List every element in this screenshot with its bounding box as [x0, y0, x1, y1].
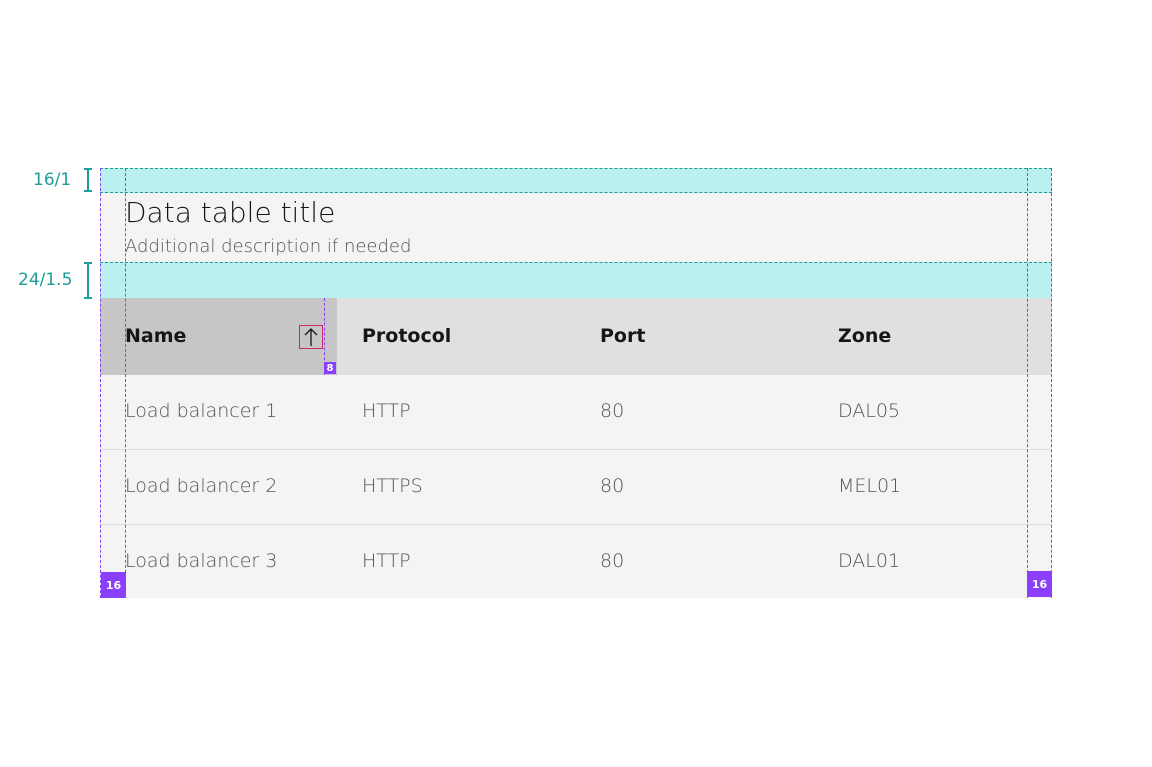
cell-name: Load balancer 2: [125, 475, 278, 497]
cell-protocol: HTTPS: [362, 475, 423, 497]
cell-zone: DAL05: [838, 400, 901, 422]
cell-zone: MEL01: [838, 475, 902, 497]
title-spacing-band: [100, 262, 1052, 299]
sort-button[interactable]: [299, 325, 323, 349]
cell-port: 80: [600, 475, 625, 497]
guide-line-right-edge: [1051, 168, 1052, 598]
table-row: [100, 450, 1052, 525]
sort-padding-badge: 8: [324, 362, 336, 374]
title-spacing-label: 24/1.5: [18, 270, 73, 290]
table-row: [100, 375, 1052, 450]
cell-name: Load balancer 3: [125, 550, 278, 572]
top-spacing-label: 16/1: [33, 170, 72, 190]
header-name[interactable]: Name: [125, 325, 187, 347]
data-table-container: [100, 168, 1052, 598]
header-protocol[interactable]: Protocol: [362, 325, 452, 347]
header-port[interactable]: Port: [600, 325, 646, 347]
right-padding-badge: 16: [1027, 571, 1052, 597]
top-spacing-bracket: [84, 168, 92, 192]
cell-name: Load balancer 1: [125, 400, 278, 422]
cell-zone: DAL01: [838, 550, 901, 572]
header-zone[interactable]: Zone: [838, 325, 892, 347]
arrow-up-icon: [304, 328, 318, 346]
table-title: Data table title: [125, 196, 336, 229]
cell-protocol: HTTP: [362, 400, 411, 422]
sorted-header-cell[interactable]: [100, 298, 337, 375]
table-description: Additional description if needed: [125, 236, 412, 257]
top-spacing-band: [100, 168, 1052, 193]
guide-line-left-padding: [125, 168, 126, 598]
cell-port: 80: [600, 400, 625, 422]
guide-line-left-edge: [100, 168, 101, 598]
left-padding-badge: 16: [101, 572, 126, 598]
guide-line-right-padding: [1027, 168, 1028, 598]
guide-line-sort-padding: [324, 298, 325, 375]
cell-port: 80: [600, 550, 625, 572]
cell-protocol: HTTP: [362, 550, 411, 572]
title-spacing-bracket: [84, 262, 92, 299]
